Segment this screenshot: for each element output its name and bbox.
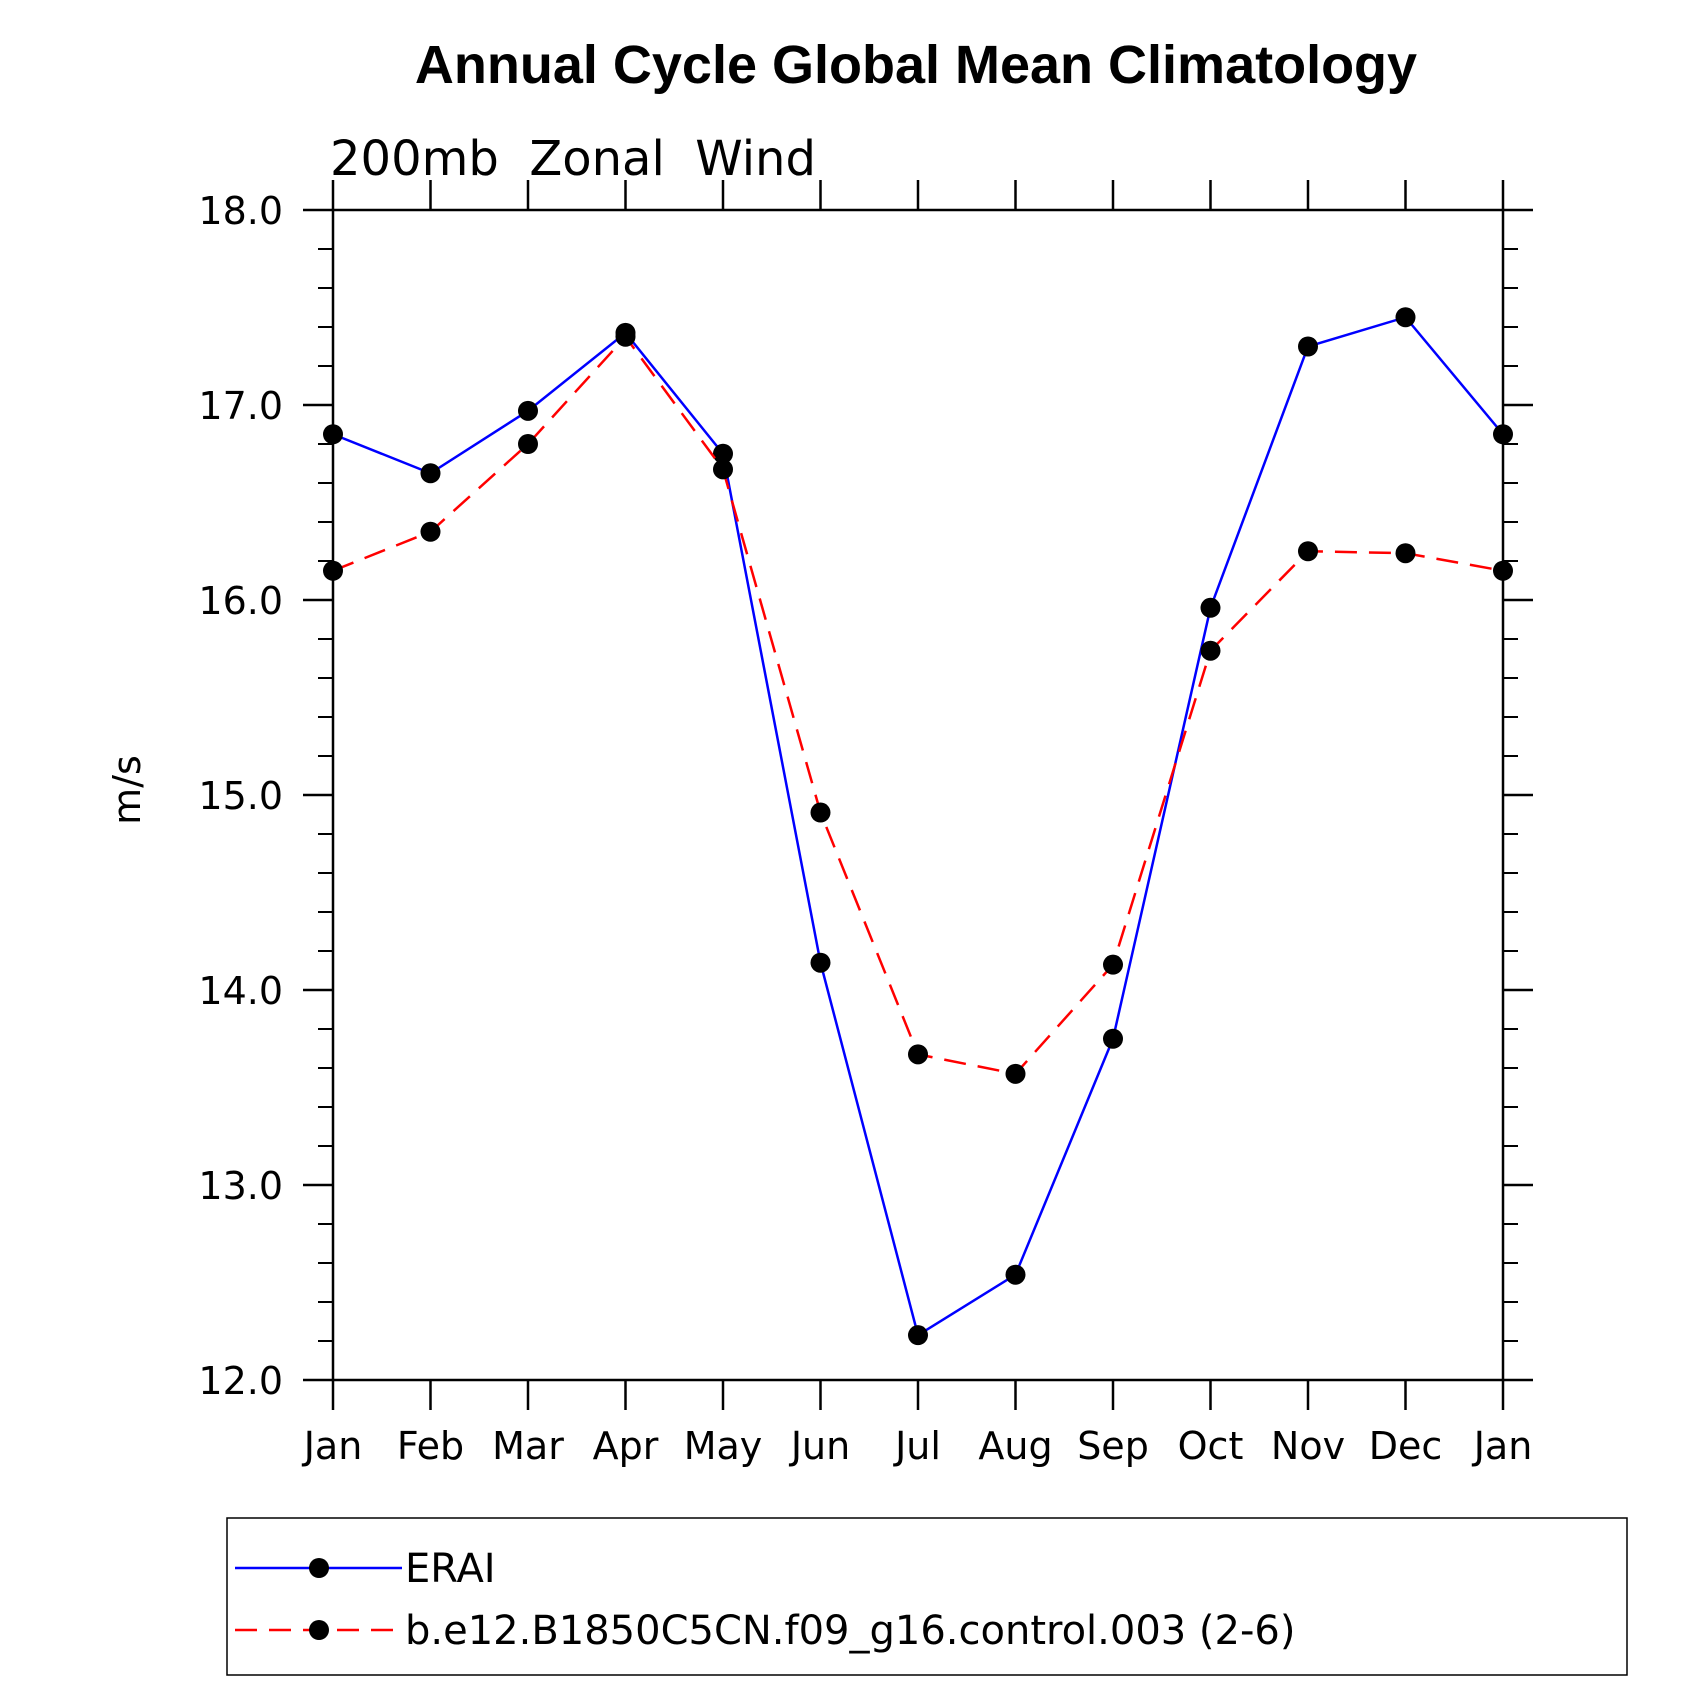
data-point: [908, 1044, 928, 1065]
y-axis-label: m/s: [105, 755, 149, 825]
x-tick-label: Jan: [1472, 1424, 1533, 1468]
plot-frame: [331, 208, 1505, 1382]
series-line: [332, 315, 1504, 1338]
data-point: [713, 459, 733, 480]
chart-subtitle: 200mb Zonal Wind: [330, 131, 816, 187]
data-point: [518, 434, 538, 454]
series-line: [332, 334, 1504, 1076]
y-tick-label: 16.0: [198, 579, 283, 623]
data-point: [1298, 541, 1318, 562]
data-point: [1493, 560, 1513, 581]
legend-label: b.e12.B1850C5CN.f09_g16.control.003 (2-6…: [405, 1608, 1295, 1654]
series-1: [323, 307, 1513, 1346]
data-point: [1200, 640, 1221, 661]
legend-marker: [309, 1620, 329, 1640]
data-point: [323, 560, 343, 581]
data-point: [1005, 1063, 1026, 1084]
y-tick-label: 12.0: [198, 1359, 283, 1403]
x-tick-label: Aug: [978, 1424, 1052, 1468]
x-tick-label: Jan: [302, 1424, 363, 1468]
series-2: [323, 326, 1513, 1084]
legend-box: [226, 1517, 1628, 1676]
y-tick-label: 18.0: [198, 189, 283, 233]
data-point: [1493, 424, 1513, 445]
y-tick-label: 15.0: [198, 774, 283, 818]
data-point: [1395, 543, 1416, 564]
legend-label: ERAI: [405, 1546, 496, 1592]
y-tick-label: 14.0: [198, 969, 283, 1013]
data-point: [1103, 954, 1123, 975]
x-tick-label: Mar: [492, 1424, 564, 1468]
data-point: [713, 443, 733, 464]
data-point: [1200, 597, 1221, 618]
data-point: [810, 802, 831, 823]
x-tick-label: Sep: [1077, 1424, 1149, 1468]
legend-marker: [309, 1558, 329, 1578]
x-tick-label: Dec: [1369, 1424, 1443, 1468]
x-tick-label: Feb: [397, 1424, 464, 1468]
data-point: [1103, 1028, 1123, 1049]
data-point: [1005, 1264, 1026, 1285]
x-tick-label: Apr: [593, 1424, 659, 1468]
x-tick-label: May: [684, 1424, 763, 1468]
y-tick-label: 13.0: [198, 1164, 283, 1208]
y-tick-label: 17.0: [198, 384, 283, 428]
data-point: [1395, 307, 1416, 328]
x-tick-label: Nov: [1271, 1424, 1345, 1468]
data-point: [323, 424, 343, 445]
x-tick-label: Jun: [789, 1424, 850, 1468]
data-point: [615, 326, 636, 347]
data-point: [908, 1325, 928, 1346]
x-tick-label: Jul: [893, 1424, 941, 1468]
axes: 12.0 13.0 14.0 15.0 16.0 17.0 18.0 Jan Feb Mar Apr…: [198, 180, 1533, 1468]
series-group: [323, 307, 1513, 1346]
data-point: [810, 952, 831, 973]
data-point: [420, 521, 441, 542]
legend: ERAI b.e12.B1850C5CN.f09_g16.control.003 …: [226, 1517, 1628, 1676]
data-point: [420, 463, 441, 484]
chart-title: Annual Cycle Global Mean Climatology: [415, 35, 1417, 95]
data-point: [518, 400, 538, 421]
data-point: [1298, 336, 1318, 357]
x-tick-label: Oct: [1178, 1424, 1244, 1468]
